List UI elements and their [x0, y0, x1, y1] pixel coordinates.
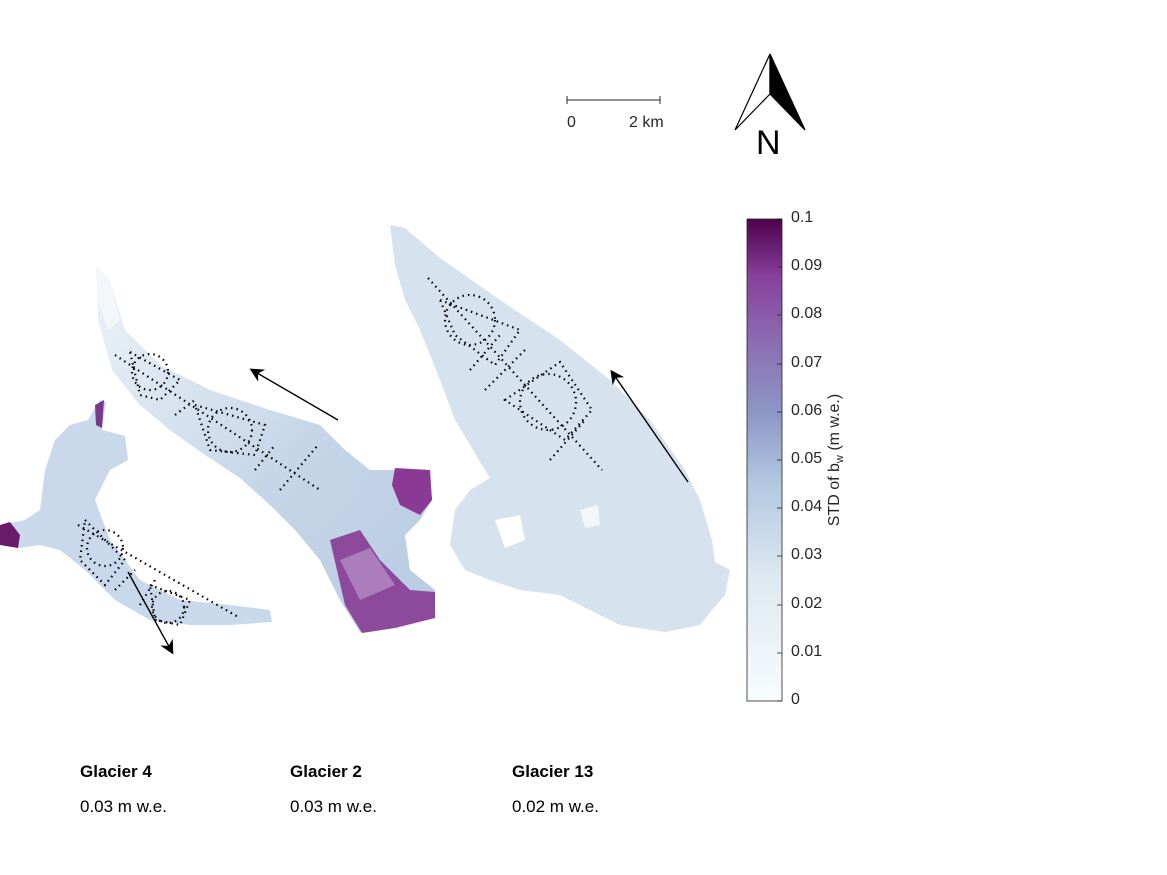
colorbar-tick-label: 0.06 [791, 402, 823, 419]
glacier-13-name: Glacier 13 [512, 762, 594, 781]
colorbar-tick-label: 0.02 [791, 595, 823, 612]
colorbar-tick-label: 0.07 [791, 354, 823, 371]
colorbar-tick-label: 0.04 [791, 498, 823, 515]
colorbar-tick-label: 0.01 [791, 643, 823, 660]
glacier-2-name: Glacier 2 [290, 762, 362, 781]
glacier-4-outline [0, 400, 272, 625]
glacier-2-outline [96, 265, 435, 633]
colorbar-title: STD of bw (m w.e.) [826, 394, 846, 526]
glacier-4-std: 0.03 m w.e. [80, 797, 167, 816]
glacier-2-std: 0.03 m w.e. [290, 797, 377, 816]
north-arrow-icon [734, 53, 806, 131]
colorbar-tick-label: 0.1 [791, 209, 814, 226]
glacier-13-outline [390, 225, 730, 632]
scale-bar [566, 96, 661, 104]
colorbar-tick-label: 0.03 [791, 546, 823, 563]
colorbar-title-prefix: STD of b [825, 463, 843, 527]
scale-bar-zero-label: 0 [567, 114, 576, 131]
colorbar-title-suffix: (m w.e.) [825, 393, 843, 456]
flow-direction-arrow-icon [127, 368, 689, 655]
colorbar-tick-label: 0.09 [791, 257, 823, 274]
glacier-13-std: 0.02 m w.e. [512, 797, 599, 816]
scale-bar-end-label: 2 km [629, 114, 664, 131]
colorbar-tick-label: 0 [791, 691, 800, 708]
survey-tracks [77, 277, 603, 627]
colorbar [746, 218, 783, 702]
north-label: N [756, 124, 781, 162]
colorbar-tick-label: 0.08 [791, 305, 823, 322]
glacier-4-name: Glacier 4 [80, 762, 152, 781]
colorbar-tick-label: 0.05 [791, 450, 823, 467]
colorbar-title-subscript: w [834, 455, 847, 464]
